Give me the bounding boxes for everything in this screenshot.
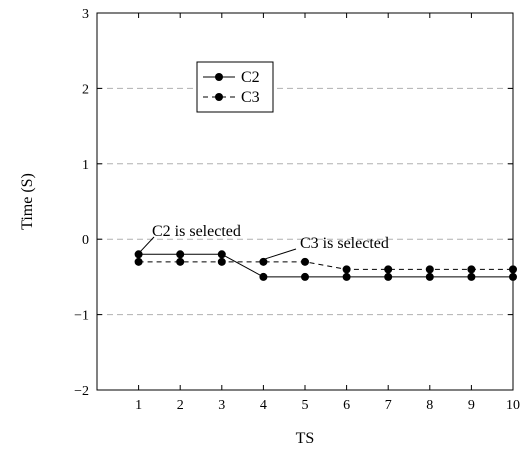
x-tick-label: 10 <box>506 398 520 413</box>
x-tick-label: 2 <box>177 398 184 413</box>
data-point-c3 <box>509 265 517 274</box>
data-point-c2 <box>134 250 143 259</box>
data-point-c3 <box>467 265 476 274</box>
plot-area-frame <box>96 12 514 391</box>
data-point-c3 <box>259 257 268 266</box>
annotation-label: C2 is selected <box>152 223 241 240</box>
data-point-c3 <box>384 265 393 274</box>
data-point-c2 <box>301 272 309 281</box>
data-point-c2 <box>384 272 393 281</box>
x-tick-label: 1 <box>135 398 142 413</box>
data-point-c3 <box>176 257 185 266</box>
series-line-c2 <box>138 253 513 278</box>
axis-ticks: −2 −1 0 1 2 3 1 2 3 4 5 6 7 8 9 10 <box>74 7 520 413</box>
data-point-c2 <box>176 250 185 259</box>
data-point-c2 <box>467 272 476 281</box>
x-axis-label: TS <box>296 430 315 447</box>
x-tick-label: 7 <box>385 398 392 413</box>
x-tick-label: 6 <box>343 398 350 413</box>
x-tick-label: 8 <box>426 398 433 413</box>
data-point-c2 <box>509 272 517 281</box>
legend-label-c3: C3 <box>241 89 260 106</box>
data-point-c3 <box>301 257 309 266</box>
x-tick-label: 3 <box>218 398 225 413</box>
x-tick-label: 9 <box>468 398 475 413</box>
annotation-pointer <box>265 248 297 260</box>
x-tick-label: 4 <box>260 398 267 413</box>
data-point-c3 <box>342 265 351 274</box>
y-tick-label: 2 <box>82 82 89 97</box>
y-tick-label: −1 <box>74 309 89 324</box>
x-tick-label: 5 <box>302 398 309 413</box>
data-point-c3 <box>425 265 434 274</box>
y-tick-label: −2 <box>74 384 89 399</box>
y-axis-label: Time (S) <box>19 173 36 230</box>
data-point-c2 <box>425 272 434 281</box>
legend-marker-c3 <box>215 93 223 101</box>
data-point-c3 <box>217 257 226 266</box>
annotation-pointer <box>140 236 155 252</box>
legend-label-c2: C2 <box>241 69 260 86</box>
y-tick-label: 3 <box>82 7 89 22</box>
legend-box <box>196 61 274 113</box>
legend-marker-c2 <box>215 73 223 81</box>
data-point-c2 <box>342 272 351 281</box>
data-point-c3 <box>134 257 143 266</box>
annotations-group: C2 is selected C3 is selected <box>140 223 389 260</box>
series-line-c3 <box>138 261 513 270</box>
data-point-c2 <box>259 272 268 281</box>
y-tick-label: 0 <box>82 233 89 248</box>
data-point-c2 <box>217 250 226 259</box>
annotation-label: C3 is selected <box>300 235 389 252</box>
y-tick-label: 1 <box>82 158 89 173</box>
series-group <box>134 250 517 281</box>
